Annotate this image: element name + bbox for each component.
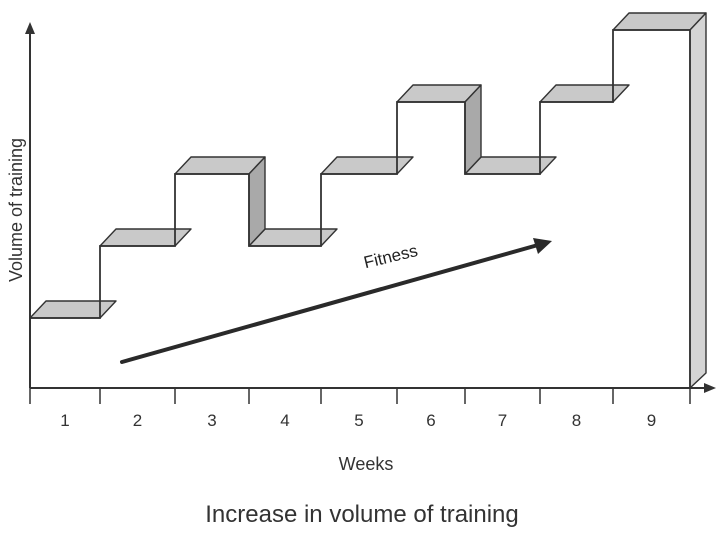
fitness-trend — [120, 238, 552, 364]
x-tick-label-week-4: 4 — [280, 411, 289, 430]
step-top-week-1 — [29, 300, 117, 319]
x-tick-label-week-5: 5 — [354, 411, 363, 430]
step-end-slab — [689, 12, 707, 389]
fitness-arrow-shaft — [120, 243, 540, 364]
y-axis-arrowhead — [25, 22, 35, 34]
chart-caption: Increase in volume of training — [205, 501, 519, 528]
step-profile-line — [30, 29, 690, 319]
x-tick-label-week-8: 8 — [572, 411, 581, 430]
fitness-label: Fitness — [362, 241, 420, 272]
y-axis-label: Volume of training — [6, 138, 26, 282]
step-top-week-8 — [539, 84, 630, 103]
x-tick-label-week-7: 7 — [498, 411, 507, 430]
x-axis-label: Weeks — [339, 454, 394, 474]
step-top-week-5 — [320, 156, 414, 175]
fitness-arrowhead — [533, 238, 552, 254]
x-tick-label-week-1: 1 — [60, 411, 69, 430]
x-tick-label-week-9: 9 — [647, 411, 656, 430]
x-axis-arrowhead — [704, 383, 716, 393]
x-tick-label-week-2: 2 — [133, 411, 142, 430]
step-top-week-2 — [99, 228, 192, 247]
x-ticks: 1 2 3 4 5 6 7 8 9 — [29, 388, 691, 430]
axes — [25, 22, 716, 393]
x-tick-label-week-6: 6 — [426, 411, 435, 430]
x-tick-label-week-3: 3 — [207, 411, 216, 430]
step-bars — [29, 12, 707, 389]
